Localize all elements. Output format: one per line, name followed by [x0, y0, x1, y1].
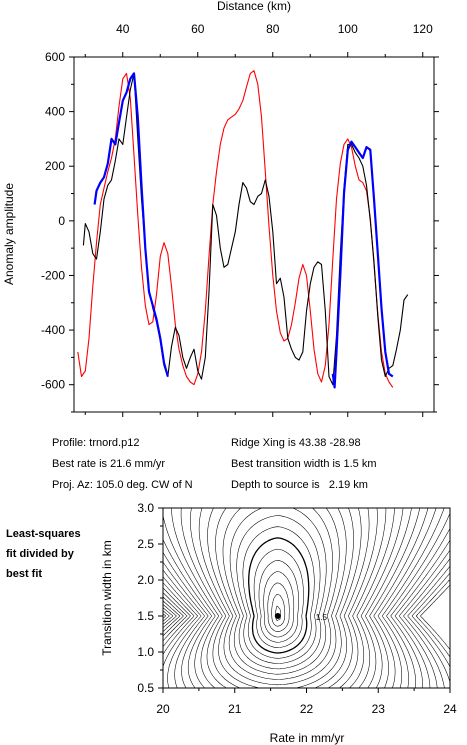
contour-line	[162, 507, 445, 689]
top-y-axis-label: Anomaly amplitude	[2, 183, 16, 285]
contour-line	[222, 507, 333, 675]
contour-line	[162, 507, 421, 689]
top-x-tick-label: 80	[266, 22, 280, 36]
fit-series-line	[93, 72, 169, 377]
contour-line	[162, 549, 451, 689]
side-note-line: fit divided by	[6, 548, 74, 560]
contour-line	[162, 566, 451, 683]
side-note-line: Least-squares	[6, 528, 81, 540]
bottom-y-tick-label: 1.0	[137, 645, 154, 659]
contour-line	[162, 507, 404, 689]
bottom-x-tick-label: 20	[156, 702, 170, 716]
bottom-x-tick-label: 21	[228, 702, 242, 716]
best-transition-width-text: Best transition width is 1.5 km	[231, 458, 377, 470]
ridge-crossing-text: Ridge Xing is 43.38 -28.98	[231, 437, 361, 449]
top-plot-frame	[73, 56, 435, 413]
contour-line	[190, 507, 362, 689]
bottom-x-tick-label: 23	[372, 702, 386, 716]
contour-line	[242, 526, 315, 659]
model-series-line	[77, 70, 394, 388]
contour-line	[162, 508, 387, 689]
side-note-line: best fit	[6, 568, 43, 580]
bottom-y-tick-label: 0.5	[137, 681, 154, 695]
top-x-tick-label: 40	[116, 22, 130, 36]
contour-line	[229, 507, 327, 670]
side-note: Least-squares fit divided by best fit	[6, 524, 116, 584]
top-x-axis-label: Distance (km)	[217, 0, 291, 13]
contour-line	[171, 507, 378, 689]
top-x-tick-label: 120	[413, 22, 433, 36]
contour-line	[248, 537, 310, 654]
top-x-tick-label: 60	[191, 22, 205, 36]
contour-line	[180, 507, 370, 689]
contour-line	[215, 507, 340, 680]
top-y-tick-label: -200	[41, 268, 65, 282]
top-y-tick-label: 200	[45, 159, 65, 173]
contour-value-label: 1.5	[316, 613, 328, 622]
bottom-y-tick-label: 2.5	[137, 537, 154, 551]
bottom-y-axis-label: Transition width in km	[100, 540, 114, 656]
bottom-y-tick-label: 2.0	[137, 573, 154, 587]
contour-line	[162, 507, 437, 689]
bottom-x-tick-label: 22	[300, 702, 314, 716]
contour-line	[258, 560, 299, 643]
top-series-group	[77, 70, 409, 389]
top-y-tick-label: 0	[58, 214, 65, 228]
depth-to-source-text: Depth to source is 2.19 km	[231, 479, 368, 491]
bottom-x-tick-label: 24	[443, 702, 457, 716]
contour-line	[198, 507, 354, 689]
contour-line	[162, 507, 412, 689]
misfit-contour-chart: 1.5 20 21 22 23 24 3.0 2.5 2.0 1.5 1.0 0.5 Rate in…	[100, 501, 457, 745]
bottom-axis-ticks: 20 21 22 23 24 3.0 2.5 2.0 1.5 1.0 0.5	[137, 501, 457, 716]
best-rate-text: Best rate is 21.6 mm/yr	[52, 458, 166, 470]
contour-line	[267, 582, 290, 632]
top-y-tick-label: 600	[45, 50, 65, 64]
fit-series-line	[331, 140, 394, 389]
contour-line	[162, 507, 395, 689]
contour-background	[163, 508, 450, 688]
top-y-tick-label: 400	[45, 105, 65, 119]
bottom-y-tick-label: 1.5	[137, 609, 154, 623]
contour-line	[236, 515, 321, 664]
bottom-x-axis-label: Rate in mm/yr	[270, 731, 345, 745]
best-fit-marker	[274, 613, 281, 619]
top-x-tick-label: 100	[338, 22, 358, 36]
contour-line	[207, 507, 347, 686]
top-y-tick-label: -600	[41, 378, 65, 392]
profile-text: Profile: trnord.p12	[52, 437, 140, 449]
top-axis-ticks: 40 60 80 100 120 600 400 200 0 -200 -400 -600	[41, 22, 439, 417]
contour-line	[162, 507, 429, 689]
top-y-tick-label: -400	[41, 323, 65, 337]
anomaly-profile-chart: Distance (km) Anomaly amplitude 40 60 80 10…	[2, 0, 439, 417]
contour-line	[253, 548, 304, 648]
projection-azimuth-text: Proj. Az: 105.0 deg. CW of N	[52, 479, 193, 491]
contour-line	[271, 593, 286, 627]
bottom-y-tick-label: 3.0	[137, 501, 154, 515]
contour-line	[263, 571, 295, 638]
